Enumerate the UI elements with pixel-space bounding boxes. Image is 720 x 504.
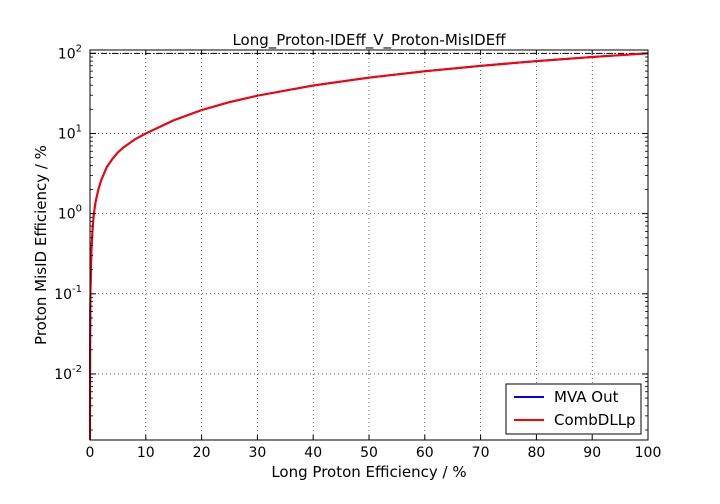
legend-box (505, 383, 642, 435)
y-tick-label: 102 (58, 43, 82, 62)
y-tick-label: 100 (58, 204, 82, 223)
legend-label-combdllp: CombDLLp (554, 411, 636, 429)
x-tick-label: 10 (137, 445, 155, 461)
x-tick-label: 40 (304, 445, 322, 461)
chart-title: Long_Proton-IDEff_V_Proton-MisIDEff (232, 31, 506, 50)
y-tick-label: 101 (58, 123, 82, 142)
series-line-combdllp (89, 52, 649, 441)
x-tick-label: 90 (583, 445, 601, 461)
legend-label-mva-out: MVA Out (554, 388, 619, 406)
y-axis-label: Proton MisID Efficiency / % (32, 145, 50, 345)
x-tick-label: 80 (527, 445, 545, 461)
x-tick-label: 50 (360, 445, 378, 461)
plot-area (90, 50, 648, 440)
x-axis-label: Long Proton Efficiency / % (271, 463, 466, 481)
y-tick-label: 10-2 (54, 364, 82, 383)
y-tick-label: 10-1 (54, 284, 82, 303)
legend: MVA Out CombDLLp (505, 383, 642, 435)
x-tick-label: 30 (248, 445, 266, 461)
x-tick-label: 60 (416, 445, 434, 461)
x-tick-label: 100 (635, 445, 662, 461)
ticks: 0 10 20 30 40 50 60 70 80 90 100 10-2 10-1 100 101 102 (54, 43, 661, 461)
x-tick-label: 70 (472, 445, 490, 461)
x-tick-label: 0 (86, 445, 95, 461)
x-tick-label: 20 (193, 445, 211, 461)
series-layer (89, 52, 649, 441)
